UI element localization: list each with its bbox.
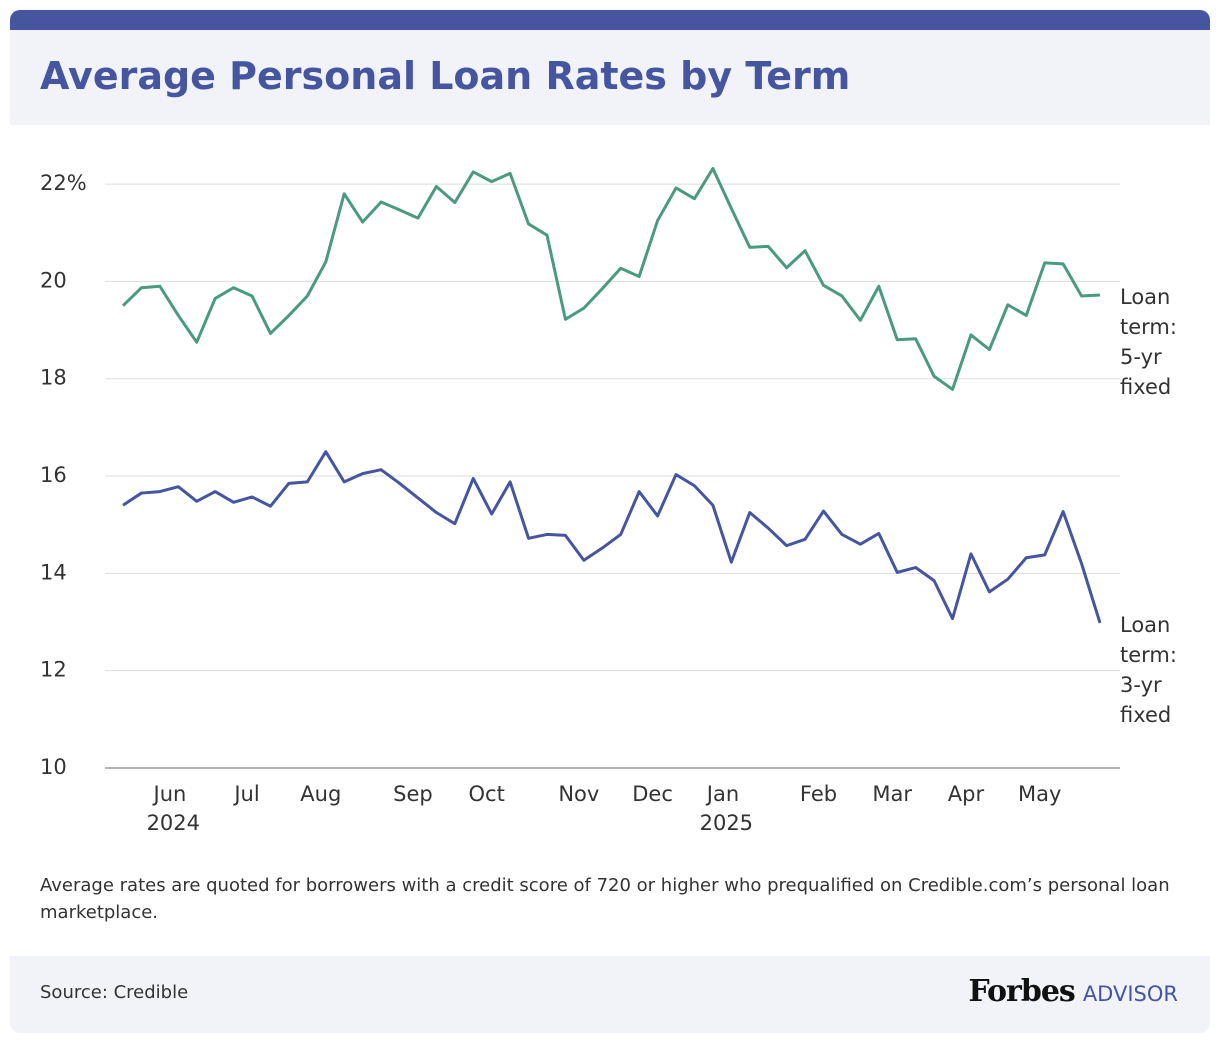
x-tick-label: Nov [558,782,599,806]
series-line [121,166,1101,391]
chart: 10 12 14 16 18 20 22% Jun 2024 Jul Aug Sep Oct Nov De… [40,166,1184,835]
x-tick-label: Apr [948,782,985,806]
brand-logo: Forbes [968,974,1075,1009]
x-tick-label: Oct [469,782,505,806]
header-strip [10,10,1210,30]
y-tick-label: 18 [40,366,67,390]
y-tick-label: 14 [40,560,67,584]
y-tick-label: 20 [40,268,67,292]
x-tick-label: Jun 2024 [147,782,200,835]
footer: Source: Credible Forbes ADVISOR [10,956,1210,1033]
x-tick-label: Dec [632,782,673,806]
series-line [122,450,1102,624]
footnote: Average rates are quoted for borrowers w… [40,875,1170,923]
chart-title: Average Personal Loan Rates by Term [40,54,851,98]
x-tick-label: Aug [300,782,341,806]
x-tick-label: Jul [232,782,259,806]
series-label: Loan term: 3-yr fixed [1120,613,1184,727]
brand: Forbes ADVISOR [968,974,1178,1009]
x-tick-label: Feb [800,782,837,806]
x-tick-label: Jan 2025 [700,782,753,835]
y-tick-label: 10 [40,755,67,779]
y-tick-label: 22% [40,171,87,195]
series-label: Loan term: 5-yr fixed [1120,285,1184,399]
x-tick-label: Mar [872,782,912,806]
header: Average Personal Loan Rates by Term [10,10,1210,125]
x-tick-label: Sep [393,782,433,806]
y-tick-label: 12 [40,658,67,682]
y-tick-label: 16 [40,463,67,487]
source: Source: Credible [40,982,189,1003]
x-tick-label: May [1018,782,1061,806]
brand-suffix: ADVISOR [1082,982,1178,1006]
